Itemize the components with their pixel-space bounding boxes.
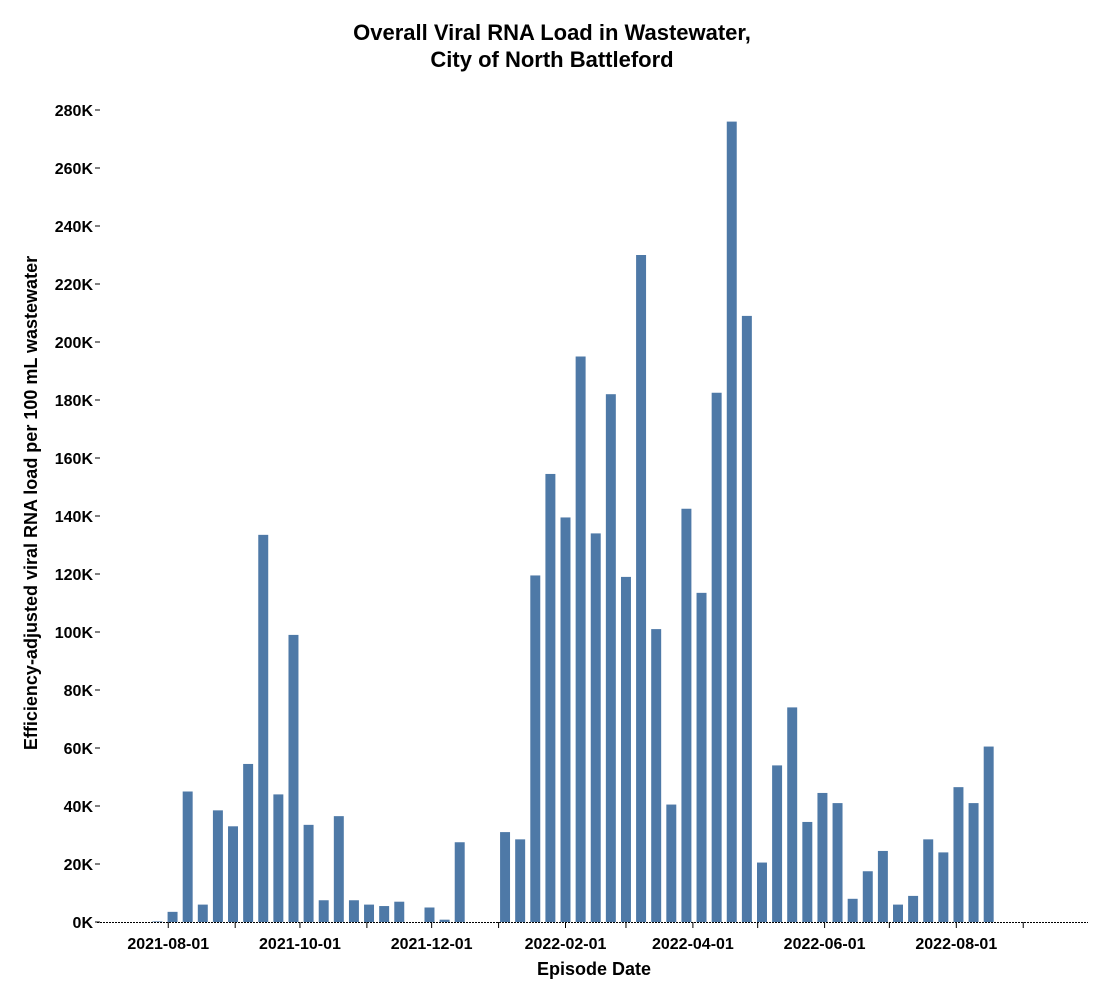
bar (681, 508, 692, 922)
bar (545, 473, 556, 922)
x-axis: 2021-08-01 2021-10-01 2021-12-01 2022-02-01… (97, 922, 1088, 953)
bar (787, 707, 798, 922)
x-tick-label: 2022-06-01 (784, 936, 866, 953)
bar (908, 895, 919, 922)
bar (273, 794, 284, 922)
bar (348, 900, 359, 922)
y-tick-label: 20K (64, 857, 94, 874)
bar (454, 842, 465, 922)
bar (197, 904, 208, 922)
y-tick-label: 60K (64, 741, 94, 758)
y-tick-label: 240K (55, 219, 94, 236)
y-tick-label: 260K (55, 161, 94, 178)
bar (394, 901, 405, 922)
y-tick-label: 180K (55, 393, 94, 410)
bar (802, 821, 813, 922)
bar (832, 803, 843, 922)
bar (651, 629, 662, 922)
bar (877, 850, 888, 922)
bars-group (152, 121, 994, 923)
bar (666, 804, 677, 922)
y-tick-label: 100K (55, 625, 94, 642)
x-axis-label: Episode Date (537, 959, 651, 979)
bar (243, 763, 254, 922)
bar (379, 906, 390, 922)
bar (288, 634, 299, 922)
bar (515, 839, 526, 922)
bar (741, 315, 752, 922)
bar (923, 839, 934, 922)
y-tick-label: 0K (73, 915, 94, 932)
bar (590, 533, 601, 922)
bar (817, 792, 828, 922)
bar (439, 919, 450, 922)
x-tick-label: 2021-10-01 (259, 936, 341, 953)
x-tick-label: 2022-04-01 (652, 936, 734, 953)
y-tick-label: 40K (64, 799, 94, 816)
x-tick-label: 2022-08-01 (915, 936, 997, 953)
y-tick-label: 120K (55, 567, 94, 584)
bar (847, 898, 858, 922)
bar (212, 810, 223, 922)
bar (605, 394, 616, 922)
bar (333, 816, 344, 922)
bar (726, 121, 737, 923)
chart-title-line-1: Overall Viral RNA Load in Wastewater, (353, 20, 751, 45)
bar (560, 517, 571, 922)
bar (968, 803, 979, 922)
y-tick-label: 80K (64, 683, 94, 700)
bar (318, 900, 329, 922)
bar (530, 575, 541, 922)
y-axis-label: Efficiency-adjusted viral RNA load per 1… (21, 256, 41, 750)
bar (500, 832, 511, 922)
chart-title-line-2: City of North Battleford (430, 47, 673, 72)
bar (303, 824, 314, 922)
x-tick-label: 2022-02-01 (525, 936, 607, 953)
y-tick-label: 200K (55, 335, 94, 352)
bar (424, 907, 435, 922)
bar (364, 904, 375, 922)
bar (620, 576, 631, 922)
bar (228, 826, 238, 922)
bar (953, 787, 964, 922)
bar (757, 862, 767, 922)
y-tick-label: 140K (55, 509, 94, 526)
bar (711, 392, 722, 922)
bar (893, 904, 903, 922)
y-tick-label: 280K (55, 103, 94, 120)
y-tick-label: 160K (55, 451, 94, 468)
x-tick-label: 2021-08-01 (127, 936, 209, 953)
bar (152, 921, 163, 922)
bar (636, 255, 647, 922)
bar (696, 592, 707, 922)
bar (167, 911, 178, 922)
x-tick-label: 2021-12-01 (391, 936, 473, 953)
bar (862, 871, 873, 922)
bar (938, 852, 949, 922)
bar (575, 356, 586, 922)
bar (258, 534, 269, 922)
bar (772, 765, 783, 922)
bar (983, 746, 994, 922)
y-axis: 0K 20K 40K 60K 80K 100K 120K 140K 160K 180K 200K 22… (55, 103, 100, 932)
y-tick-label: 220K (55, 277, 94, 294)
bar (182, 791, 193, 922)
